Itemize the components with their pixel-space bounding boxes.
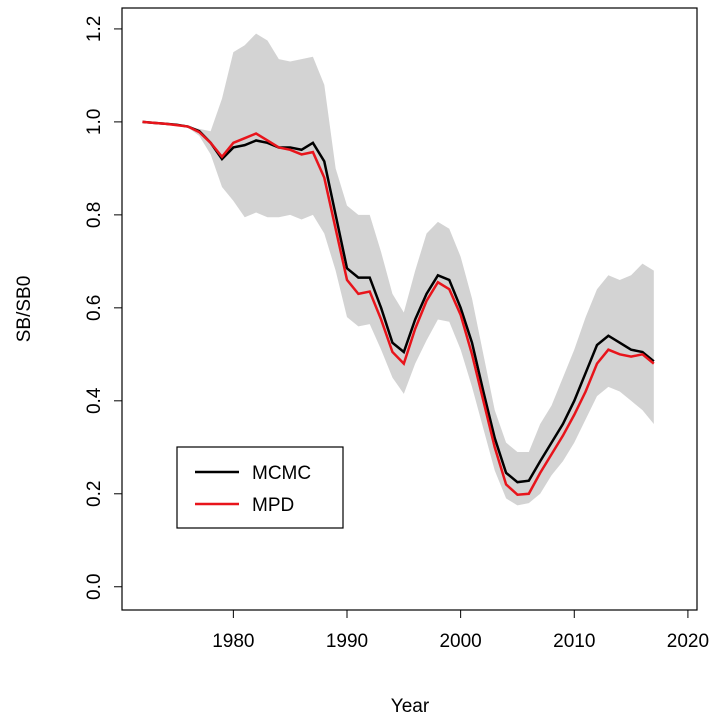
x-axis-label: Year (391, 696, 430, 717)
y-tick-label: 0.6 (84, 295, 105, 321)
y-axis-label: SB/SB0 (14, 276, 35, 343)
interval-band (142, 33, 654, 506)
legend-box (176, 446, 344, 529)
y-tick-label: 1.2 (84, 16, 105, 42)
plot-frame (121, 7, 698, 611)
series-line (142, 120, 655, 484)
y-tick-label: 0.2 (84, 481, 105, 507)
series-line (142, 120, 655, 497)
y-tick-label: 0.4 (84, 387, 105, 414)
x-tick-label: 2000 (439, 631, 481, 652)
x-tick-label: 1990 (326, 631, 368, 652)
y-tick-label: 0.0 (84, 574, 105, 600)
x-tick-label: 1980 (212, 631, 254, 652)
y-tick-label: 1.0 (84, 109, 105, 135)
x-tick-label: 2010 (553, 631, 595, 652)
legend-label: MCMC (252, 463, 311, 484)
legend-label: MPD (252, 495, 294, 516)
y-tick-label: 0.8 (84, 202, 105, 228)
x-tick-label: 2020 (667, 631, 709, 652)
